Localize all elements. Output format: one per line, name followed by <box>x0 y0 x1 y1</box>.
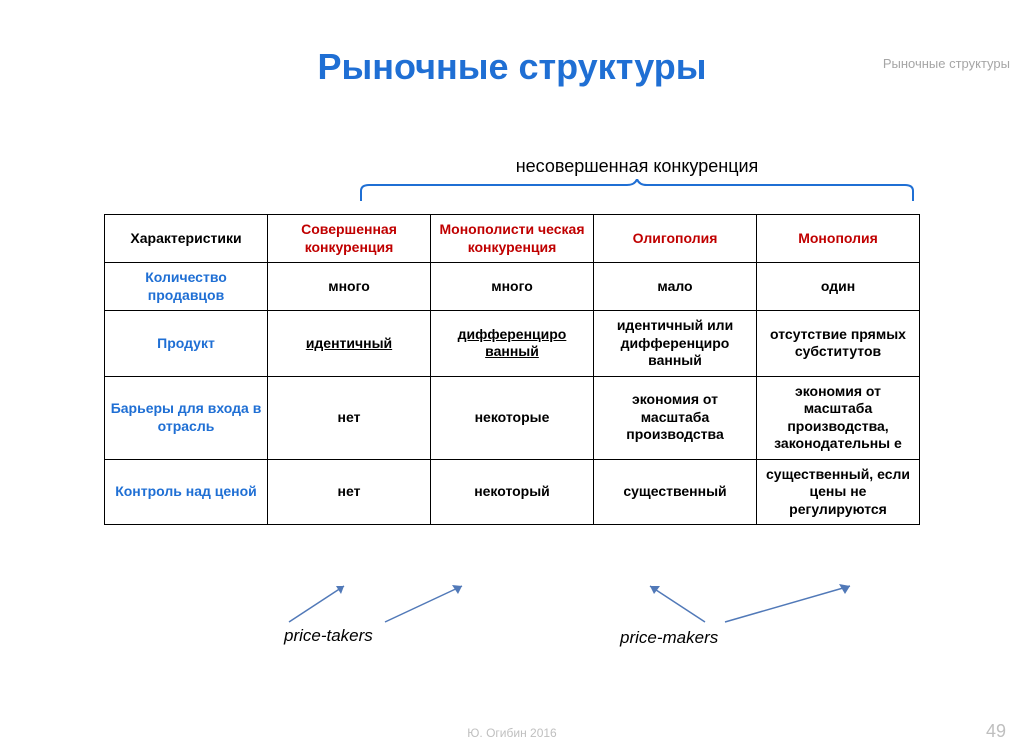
col-header-perfect: Совершенная конкуренция <box>268 215 431 263</box>
table-cell: дифференциро ванный <box>431 311 594 377</box>
bracket-label: несовершенная конкуренция <box>359 156 915 177</box>
table-cell: много <box>268 263 431 311</box>
col-header-characteristics: Характеристики <box>105 215 268 263</box>
table-row: Продуктидентичныйдифференциро ванныйиден… <box>105 311 920 377</box>
table-cell: существенный <box>594 459 757 525</box>
page-title: Рыночные структуры <box>0 46 1024 88</box>
table-header-row: Характеристики Совершенная конкуренция М… <box>105 215 920 263</box>
table-cell: отсутствие прямых субститутов <box>757 311 920 377</box>
table-body: Количество продавцовмногомногомалоодинПр… <box>105 263 920 525</box>
arrow-price-takers-2 <box>380 582 470 626</box>
row-label: Контроль над ценой <box>105 459 268 525</box>
table-cell: много <box>431 263 594 311</box>
annotation-price-takers: price-takers <box>284 626 373 646</box>
annotation-price-makers: price-makers <box>620 628 718 648</box>
table-cell: некоторые <box>431 376 594 459</box>
arrow-price-makers-2 <box>720 582 860 626</box>
bracket-group: несовершенная конкуренция <box>359 156 915 206</box>
table-cell: существенный, если цены не регулируются <box>757 459 920 525</box>
table-cell: мало <box>594 263 757 311</box>
arrow-price-makers-1 <box>640 582 710 626</box>
col-header-monopolistic: Монополисти ческая конкуренция <box>431 215 594 263</box>
table-cell: экономия от масштаба производства <box>594 376 757 459</box>
col-header-oligopoly: Олигополия <box>594 215 757 263</box>
footer-author: Ю. Огибин 2016 <box>0 726 1024 740</box>
table-cell: некоторый <box>431 459 594 525</box>
table-row: Количество продавцовмногомногомалоодин <box>105 263 920 311</box>
table-cell: нет <box>268 376 431 459</box>
table-row: Барьеры для входа в отрасльнетнекоторыеэ… <box>105 376 920 459</box>
bracket-icon <box>359 179 915 201</box>
table-row: Контроль над ценойнетнекоторыйсущественн… <box>105 459 920 525</box>
col-header-monopoly: Монополия <box>757 215 920 263</box>
row-label: Барьеры для входа в отрасль <box>105 376 268 459</box>
arrow-price-takers-1 <box>284 582 354 626</box>
market-structures-table: Характеристики Совершенная конкуренция М… <box>104 214 920 525</box>
header-label: Рыночные структуры <box>883 56 1010 71</box>
footer-page-number: 49 <box>986 721 1006 742</box>
table-cell: идентичный или дифференциро ванный <box>594 311 757 377</box>
table-cell: экономия от масштаба производства, закон… <box>757 376 920 459</box>
row-label: Продукт <box>105 311 268 377</box>
table-cell: идентичный <box>268 311 431 377</box>
table-cell: нет <box>268 459 431 525</box>
table-cell: один <box>757 263 920 311</box>
row-label: Количество продавцов <box>105 263 268 311</box>
